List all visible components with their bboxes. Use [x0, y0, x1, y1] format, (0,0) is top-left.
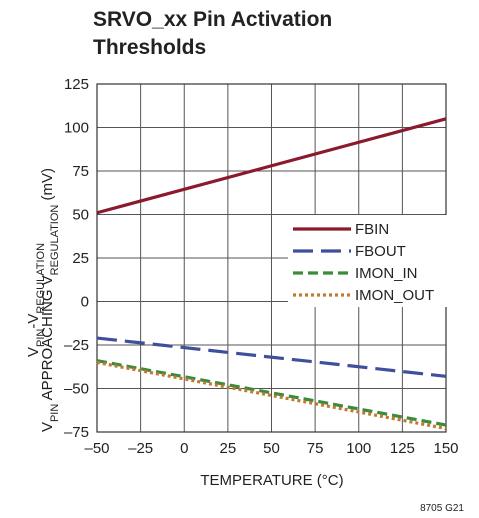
y-tick-label: –25	[64, 337, 89, 354]
y-tick-label: –75	[64, 424, 89, 441]
legend-label: FBIN	[355, 221, 389, 238]
series-line-fbin	[96, 117, 447, 215]
x-tick-label: 25	[220, 440, 237, 457]
x-tick-label: –25	[128, 440, 153, 457]
legend-label: FBOUT	[355, 243, 406, 260]
y-axis-label-line-1: VPIN-VREGULATION	[25, 243, 47, 357]
legend: FBIN FBOUT IMON_IN IMON_OUT	[288, 215, 448, 307]
x-tick-label: 75	[307, 440, 324, 457]
series-line-fbout	[96, 336, 447, 378]
x-axis-label: TEMPERATURE (°C)	[200, 472, 343, 489]
figure-code: 8705 G21	[420, 503, 464, 514]
x-tick-label: 150	[433, 440, 458, 457]
series-line-imon-out	[96, 360, 447, 431]
legend-label: IMON_OUT	[355, 287, 434, 304]
x-tick-label: 50	[263, 440, 280, 457]
chart-title-line-2: Thresholds	[93, 36, 206, 59]
legend-label: IMON_IN	[355, 265, 418, 282]
x-tick-label: –50	[84, 440, 109, 457]
chart-title-line-1: SRVO_xx Pin Activation	[93, 8, 332, 31]
x-tick-label: 100	[346, 440, 371, 457]
y-axis-label: VPIN-VREGULATION VPIN APPROACHING VREGUL…	[25, 168, 61, 432]
y-tick-label: 75	[72, 163, 89, 180]
series-lines	[96, 117, 447, 431]
y-tick-label: 0	[81, 294, 89, 311]
y-tick-label: 100	[64, 120, 89, 137]
x-tick-label: 0	[180, 440, 188, 457]
y-tick-label: 50	[72, 207, 89, 224]
y-tick-label: –50	[64, 381, 89, 398]
x-tick-label: 125	[390, 440, 415, 457]
tick-labels: –50 –25 0 25 50 75 100 125 150 125 100 75 50 25 0 –25 –5…	[64, 76, 459, 457]
y-axis-label-line-2: VPIN APPROACHING VREGULATION (mV)	[39, 168, 61, 432]
y-tick-label: 25	[72, 250, 89, 267]
y-tick-label: 125	[64, 76, 89, 93]
